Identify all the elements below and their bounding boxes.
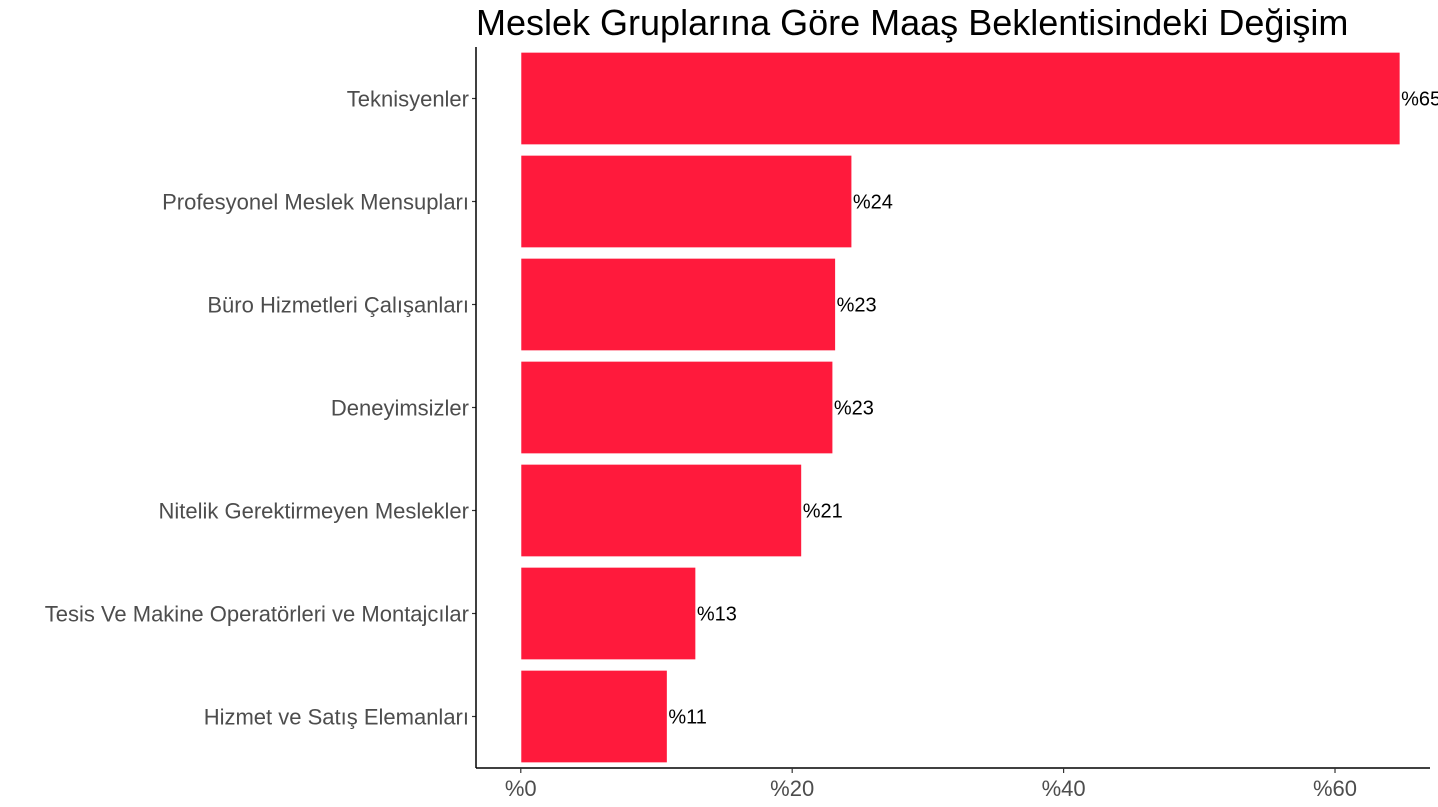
bar-1 <box>520 154 853 249</box>
data-label-0: %65 <box>1401 89 1438 111</box>
bars-group <box>520 51 1401 764</box>
data-label-2: %23 <box>837 295 877 317</box>
category-label-5: Tesis Ve Makine Operatörleri ve Montajcı… <box>45 602 469 627</box>
x-tick-label-1: %20 <box>770 776 814 801</box>
data-label-5: %13 <box>697 604 737 626</box>
bar-5 <box>520 566 697 661</box>
bar-4 <box>520 463 803 558</box>
data-label-4: %21 <box>803 501 843 523</box>
bar-2 <box>520 257 837 352</box>
data-label-6: %11 <box>668 707 707 729</box>
x-tick-label-0: %0 <box>505 776 537 801</box>
bar-3 <box>520 360 834 455</box>
x-tick-label-3: %60 <box>1313 776 1357 801</box>
category-label-0: Teknisyenler <box>347 87 469 112</box>
x-tick-label-2: %40 <box>1042 776 1086 801</box>
category-label-6: Hizmet ve Satış Elemanları <box>204 705 469 730</box>
labels-group: %65 Teknisyenler %24 Profesyonel Meslek Men… <box>45 87 1438 730</box>
bar-6 <box>520 669 668 764</box>
category-label-4: Nitelik Gerektirmeyen Meslekler <box>158 499 469 524</box>
category-label-3: Deneyimsizler <box>331 396 469 421</box>
chart-title: Meslek Gruplarına Göre Maaş Beklentisind… <box>476 2 1349 43</box>
axes-group: %0 %20 %40 %60 <box>472 47 1430 801</box>
category-label-1: Profesyonel Meslek Mensupları <box>162 190 469 215</box>
data-label-3: %23 <box>834 398 874 420</box>
data-label-1: %24 <box>853 192 893 214</box>
bar-0 <box>520 51 1401 146</box>
category-label-2: Büro Hizmetleri Çalışanları <box>207 293 469 318</box>
